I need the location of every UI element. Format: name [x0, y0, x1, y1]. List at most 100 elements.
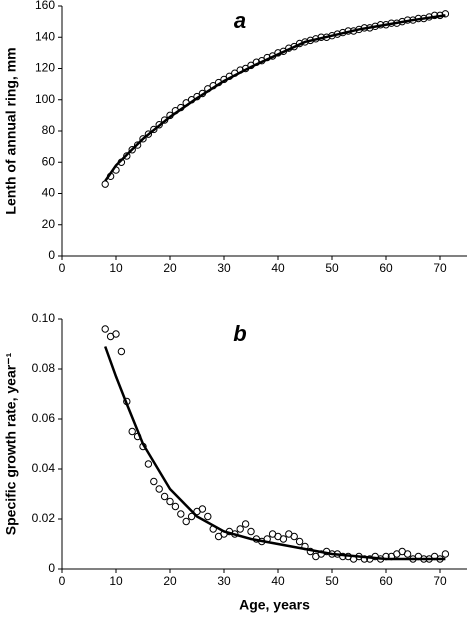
x-tick-label: 60 — [379, 261, 393, 275]
data-point — [420, 555, 428, 563]
x-tick-label: 50 — [325, 574, 339, 588]
data-point — [144, 130, 153, 138]
data-point — [177, 510, 185, 518]
y-tick-label: 40 — [42, 186, 56, 200]
data-point — [290, 42, 298, 51]
data-point — [241, 64, 250, 73]
data-point — [231, 530, 239, 538]
y-tick-label: 100 — [35, 92, 55, 106]
data-point — [349, 27, 358, 35]
data-point — [204, 512, 212, 521]
data-point — [301, 542, 309, 551]
data-point — [263, 53, 271, 62]
y-tick-label: 0.04 — [32, 461, 56, 475]
data-point — [214, 78, 223, 87]
data-point — [441, 550, 450, 558]
y-axis-label: Specific growth rate, year⁻¹ — [3, 352, 19, 535]
data-point — [182, 99, 190, 107]
data-point — [166, 111, 174, 120]
data-point — [133, 432, 142, 441]
y-axis-label: Lenth of annual ring, mm — [3, 47, 19, 214]
data-point — [155, 485, 163, 493]
x-tick-label: 10 — [109, 261, 123, 275]
data-point — [274, 49, 282, 57]
data-point — [371, 22, 379, 31]
data-point — [312, 35, 320, 43]
data-point — [387, 19, 396, 27]
data-point — [150, 125, 158, 134]
data-point — [441, 10, 450, 18]
data-point — [187, 512, 196, 521]
data-point — [366, 24, 374, 32]
y-tick-label: 0 — [48, 561, 55, 575]
x-tick-label: 30 — [217, 261, 231, 275]
data-point — [360, 555, 369, 563]
data-point — [209, 81, 217, 90]
data-point — [160, 116, 169, 124]
data-point — [295, 39, 304, 48]
data-point — [101, 180, 109, 188]
y-tick-label: 20 — [42, 217, 56, 231]
fit-line — [104, 346, 446, 561]
data-point — [382, 21, 390, 29]
y-tick-label: 140 — [35, 29, 55, 43]
x-tick-label: 20 — [163, 574, 177, 588]
data-point — [247, 61, 255, 70]
data-point — [333, 30, 342, 38]
data-point — [139, 135, 147, 143]
data-point — [425, 13, 433, 21]
data-point — [171, 106, 180, 115]
data-point — [112, 166, 120, 174]
data-point — [393, 19, 401, 27]
data-point — [430, 11, 439, 20]
data-point — [290, 532, 298, 541]
data-point — [403, 550, 412, 558]
data-point — [166, 497, 174, 506]
x-tick-label: 30 — [217, 574, 231, 588]
data-point — [231, 69, 239, 77]
x-tick-label: 50 — [325, 261, 339, 275]
data-point — [209, 525, 217, 533]
data-point — [198, 89, 207, 98]
data-point — [268, 52, 277, 60]
data-point — [128, 146, 136, 154]
data-point — [420, 14, 428, 23]
data-point — [328, 31, 336, 40]
data-point — [193, 92, 201, 101]
data-point — [301, 38, 309, 46]
data-point — [150, 477, 158, 486]
x-tick-label: 0 — [59, 574, 66, 588]
data-point — [236, 66, 244, 74]
data-point — [139, 442, 147, 451]
y-tick-label: 0.10 — [32, 311, 56, 325]
data-point — [112, 330, 120, 338]
data-point — [339, 552, 347, 561]
data-point — [204, 85, 212, 93]
data-point — [123, 397, 131, 406]
x-tick-label: 20 — [163, 261, 177, 275]
data-point — [258, 56, 266, 65]
y-tick-label: 160 — [35, 0, 55, 12]
data-point — [177, 103, 185, 112]
data-point — [306, 36, 315, 45]
data-point — [344, 27, 352, 35]
fit-line — [104, 14, 446, 182]
x-tick-label: 40 — [271, 574, 285, 588]
data-point — [144, 460, 153, 468]
data-point — [263, 535, 271, 543]
data-point — [436, 11, 444, 20]
data-point — [414, 14, 423, 23]
x-tick-label: 70 — [433, 261, 447, 275]
data-point — [128, 427, 136, 436]
data-point — [376, 21, 385, 29]
y-tick-label: 0.02 — [32, 511, 56, 525]
data-point — [360, 24, 369, 32]
data-point — [322, 33, 331, 41]
y-tick-label: 60 — [42, 154, 56, 168]
data-point — [247, 527, 255, 536]
x-tick-label: 70 — [433, 574, 447, 588]
data-point — [403, 16, 412, 24]
data-point — [317, 33, 325, 41]
